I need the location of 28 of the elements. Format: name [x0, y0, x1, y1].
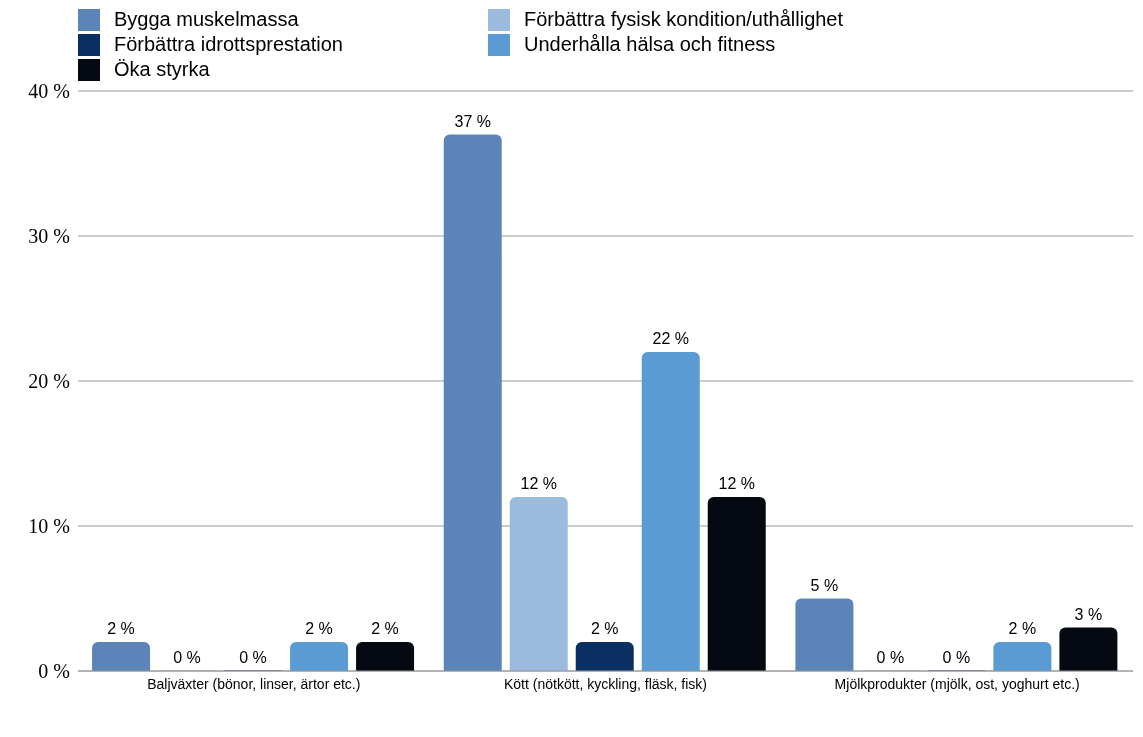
data-label: 12 % — [520, 475, 557, 492]
data-label: 0 % — [942, 648, 971, 666]
legend-label: Förbättra idrottsprestation — [114, 33, 343, 56]
data-label: 0 % — [876, 648, 905, 666]
legend-label: Bygga muskelmassa — [114, 8, 299, 31]
data-label: 2 % — [1008, 620, 1037, 637]
x-tick-label: Mjölkprodukter (mjölk, ost, yoghurt etc.) — [834, 675, 1080, 692]
y-tick-label: 30 % — [28, 225, 70, 248]
y-tick-label: 20 % — [28, 370, 70, 393]
data-label: 2 % — [371, 620, 399, 637]
legend-label: Underhålla hälsa och fitness — [524, 33, 776, 56]
data-label: 12 % — [718, 475, 755, 492]
data-label: 5 % — [810, 576, 839, 594]
legend-label: Förbättra fysisk kondition/uthållighet — [524, 8, 844, 31]
data-label: 22 % — [652, 330, 689, 347]
y-tick-label: 0 % — [38, 660, 70, 683]
y-tick-label: 40 % — [28, 80, 70, 103]
data-label: 3 % — [1074, 605, 1103, 623]
data-label: 2 % — [107, 620, 135, 637]
y-tick-label: 10 % — [28, 515, 70, 538]
legend-label: Öka styrka — [114, 58, 210, 81]
data-label: 2 % — [305, 620, 333, 637]
x-tick-label: Baljväxter (bönor, linser, ärtor etc.) — [147, 675, 361, 692]
data-label: 0 % — [173, 648, 201, 666]
x-tick-label: Kött (nötkött, kyckling, fläsk, fisk) — [503, 675, 708, 692]
data-label: 0 % — [239, 648, 267, 666]
data-label: 37 % — [454, 112, 491, 130]
data-label: 2 % — [590, 620, 619, 637]
